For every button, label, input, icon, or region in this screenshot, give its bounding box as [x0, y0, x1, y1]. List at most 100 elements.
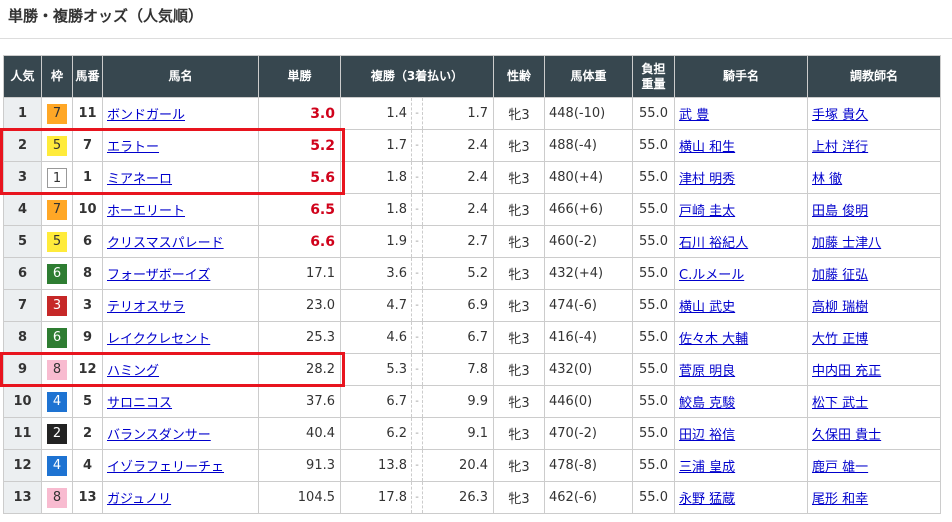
place-odds-min: 6.2 — [340, 417, 412, 450]
horse-name-link[interactable]: ミアネーロ — [107, 172, 173, 187]
frame-cell: 7 — [41, 97, 73, 130]
jockey-link[interactable]: 三浦 皇成 — [679, 460, 736, 475]
horse-number: 8 — [72, 257, 103, 290]
burden-weight: 55.0 — [632, 417, 675, 450]
sex-age: 牝3 — [493, 449, 545, 482]
horse-name-link[interactable]: ボンドガール — [107, 108, 186, 123]
place-separator: - — [411, 353, 423, 386]
horse-weight: 462(-6) — [544, 481, 633, 514]
trainer-link[interactable]: 大竹 正博 — [812, 332, 869, 347]
jockey-link[interactable]: C.ルメール — [679, 268, 745, 283]
jockey-link[interactable]: 田辺 裕信 — [679, 428, 736, 443]
jockey-cell: 鮫島 克駿 — [674, 385, 808, 418]
horse-name-cell: エラトー — [102, 129, 259, 162]
jockey-link[interactable]: 横山 武史 — [679, 300, 736, 315]
header-trainer: 調教師名 — [807, 55, 941, 98]
burden-weight: 55.0 — [632, 161, 675, 194]
sex-age: 牝3 — [493, 161, 545, 194]
place-separator: - — [411, 257, 423, 290]
sex-age: 牝3 — [493, 385, 545, 418]
win-odds: 17.1 — [258, 257, 341, 290]
horse-name-link[interactable]: レイククレセント — [107, 332, 211, 347]
sex-age: 牝3 — [493, 225, 545, 258]
win-odds: 91.3 — [258, 449, 341, 482]
jockey-link[interactable]: 横山 和生 — [679, 140, 736, 155]
place-odds-min: 1.9 — [340, 225, 412, 258]
place-odds-min: 13.8 — [340, 449, 412, 482]
jockey-link[interactable]: 鮫島 克駿 — [679, 396, 736, 411]
sex-age: 牝3 — [493, 97, 545, 130]
horse-name-link[interactable]: ハミング — [107, 364, 160, 379]
horse-name-link[interactable]: イゾラフェリーチェ — [107, 460, 225, 475]
frame-cell: 1 — [41, 161, 73, 194]
place-separator: - — [411, 129, 423, 162]
place-odds-max: 2.4 — [422, 193, 494, 226]
win-odds: 37.6 — [258, 385, 341, 418]
horse-number: 10 — [72, 193, 103, 226]
popularity: 8 — [3, 321, 42, 354]
sex-age: 牝3 — [493, 257, 545, 290]
sex-age: 牝3 — [493, 481, 545, 514]
jockey-link[interactable]: 石川 裕紀人 — [679, 236, 749, 251]
jockey-cell: 横山 武史 — [674, 289, 808, 322]
trainer-cell: 加藤 士津八 — [807, 225, 941, 258]
table-row: 3 1 1 ミアネーロ 5.6 1.8 - 2.4 牝3 480(+4) 55.… — [3, 161, 941, 194]
trainer-link[interactable]: 加藤 征弘 — [812, 268, 869, 283]
horse-weight: 460(-2) — [544, 225, 633, 258]
header-jockey: 騎手名 — [674, 55, 808, 98]
horse-name-link[interactable]: フォーザボーイズ — [107, 268, 211, 283]
table-row: 2 5 7 エラトー 5.2 1.7 - 2.4 牝3 488(-4) 55.0… — [3, 129, 941, 162]
trainer-link[interactable]: 加藤 士津八 — [812, 236, 882, 251]
trainer-link[interactable]: 高柳 瑞樹 — [812, 300, 869, 315]
trainer-link[interactable]: 田島 俊明 — [812, 204, 869, 219]
horse-name-link[interactable]: ガジュノリ — [107, 492, 172, 507]
trainer-link[interactable]: 上村 洋行 — [812, 140, 869, 155]
jockey-link[interactable]: 武 豊 — [679, 108, 710, 123]
trainer-link[interactable]: 林 徹 — [812, 172, 843, 187]
horse-number: 2 — [72, 417, 103, 450]
jockey-link[interactable]: 戸崎 圭太 — [679, 204, 736, 219]
popularity: 2 — [3, 129, 42, 162]
jockey-link[interactable]: 永野 猛蔵 — [679, 492, 736, 507]
horse-name-link[interactable]: テリオスサラ — [107, 300, 186, 315]
horse-weight: 416(-4) — [544, 321, 633, 354]
frame-cell: 5 — [41, 225, 73, 258]
jockey-link[interactable]: 菅原 明良 — [679, 364, 736, 379]
burden-weight: 55.0 — [632, 225, 675, 258]
horse-name-link[interactable]: バランスダンサー — [107, 428, 211, 443]
trainer-link[interactable]: 松下 武士 — [812, 396, 869, 411]
horse-weight: 470(-2) — [544, 417, 633, 450]
jockey-cell: 横山 和生 — [674, 129, 808, 162]
place-separator: - — [411, 97, 423, 130]
trainer-link[interactable]: 久保田 貴士 — [812, 428, 882, 443]
trainer-link[interactable]: 手塚 貴久 — [812, 108, 869, 123]
frame-cell: 7 — [41, 193, 73, 226]
jockey-cell: 田辺 裕信 — [674, 417, 808, 450]
table-row: 7 3 3 テリオスサラ 23.0 4.7 - 6.9 牝3 474(-6) 5… — [3, 289, 941, 322]
horse-name-link[interactable]: クリスマスパレード — [107, 236, 224, 251]
burden-weight: 55.0 — [632, 449, 675, 482]
jockey-link[interactable]: 津村 明秀 — [679, 172, 736, 187]
horse-name-link[interactable]: サロニコス — [107, 396, 173, 411]
horse-name-cell: ミアネーロ — [102, 161, 259, 194]
table-row: 12 4 4 イゾラフェリーチェ 91.3 13.8 - 20.4 牝3 478… — [3, 449, 941, 482]
place-odds-max: 2.7 — [422, 225, 494, 258]
table-row: 13 8 13 ガジュノリ 104.5 17.8 - 26.3 牝3 462(-… — [3, 481, 941, 514]
horse-name-cell: レイククレセント — [102, 321, 259, 354]
place-odds-min: 1.4 — [340, 97, 412, 130]
frame-badge: 3 — [47, 295, 67, 316]
horse-name-link[interactable]: エラトー — [107, 140, 160, 155]
burden-weight: 55.0 — [632, 353, 675, 386]
trainer-cell: 林 徹 — [807, 161, 941, 194]
place-odds-max: 26.3 — [422, 481, 494, 514]
frame-badge: 6 — [47, 263, 67, 284]
jockey-link[interactable]: 佐々木 大輔 — [679, 332, 749, 347]
trainer-link[interactable]: 中内田 充正 — [812, 364, 882, 379]
horse-name-link[interactable]: ホーエリート — [107, 204, 186, 219]
horse-number: 4 — [72, 449, 103, 482]
jockey-cell: 武 豊 — [674, 97, 808, 130]
trainer-link[interactable]: 尾形 和幸 — [812, 492, 869, 507]
trainer-cell: 加藤 征弘 — [807, 257, 941, 290]
frame-cell: 3 — [41, 289, 73, 322]
trainer-link[interactable]: 鹿戸 雄一 — [812, 460, 869, 475]
